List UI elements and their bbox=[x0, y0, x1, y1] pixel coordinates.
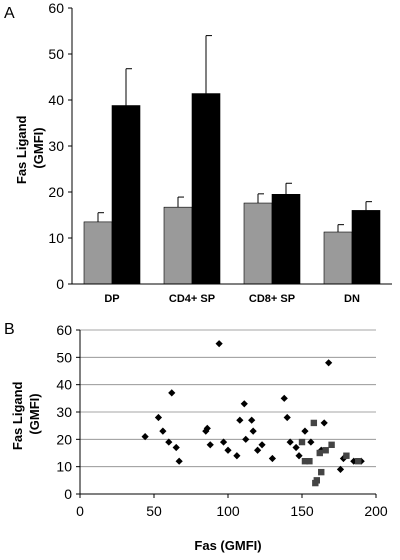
panel-b-point-diamond bbox=[236, 416, 244, 424]
panel-b-point-square bbox=[298, 438, 306, 446]
panel-a-bar bbox=[351, 210, 381, 285]
panel-a: A Fas Ligand (GMFI) 0 10 20 30 40 50 60 DP CD4+… bbox=[4, 0, 392, 305]
panel-b-point-square bbox=[301, 458, 309, 465]
panel-b-point-diamond bbox=[280, 394, 288, 402]
panel-a-ytick-label: 40 bbox=[48, 92, 64, 108]
panel-a-ylabel-line-2: (GMFI) bbox=[31, 127, 46, 168]
panel-a-ylabel-line-1: Fas Ligand bbox=[14, 115, 29, 184]
panel-b-point-diamond bbox=[320, 419, 328, 427]
panel-b-xtick-label: 100 bbox=[216, 503, 240, 519]
panel-a-ytick-label: 50 bbox=[48, 46, 64, 62]
panel-b-point-diamond bbox=[141, 433, 149, 441]
panel-b-point-diamond bbox=[268, 454, 276, 463]
panel-b-point-diamond bbox=[258, 441, 266, 449]
panel-b-point-diamond bbox=[248, 416, 256, 424]
panel-b-point-square bbox=[310, 419, 318, 427]
panel-b-point-diamond bbox=[325, 359, 333, 367]
panel-a-ytick-label: 30 bbox=[48, 138, 64, 154]
panel-b-xtick-label: 150 bbox=[290, 503, 314, 519]
panel-b-ylabel-line-1: Fas Ligand bbox=[10, 381, 25, 450]
panel-b-point-diamond bbox=[286, 438, 294, 446]
panel-b-xtick-label: 200 bbox=[364, 503, 388, 519]
panel-b: B Fas Ligand (GMFI) 0 10 20 30 40 50 60 0 50 100 1… bbox=[4, 321, 388, 553]
panel-b-point-diamond bbox=[240, 400, 248, 408]
panel-b-point-square bbox=[306, 458, 313, 465]
panel-b-point-diamond bbox=[242, 435, 250, 443]
panel-b-point-diamond bbox=[168, 389, 176, 397]
panel-b-point-square bbox=[316, 449, 323, 457]
panel-b-point-diamond bbox=[215, 340, 223, 348]
panel-b-point-diamond bbox=[233, 452, 241, 460]
panel-a-ytick-label: 60 bbox=[48, 0, 64, 16]
panel-b-point-square bbox=[328, 441, 335, 448]
panel-b-point-diamond bbox=[283, 413, 291, 422]
panel-b-point-diamond bbox=[295, 452, 303, 460]
panel-a-ytick-label: 20 bbox=[48, 184, 64, 200]
panel-b-point-diamond bbox=[336, 465, 345, 473]
panel-a-bar bbox=[323, 231, 353, 285]
panel-b-point-square bbox=[343, 452, 350, 459]
panel-b-ytick-label: 10 bbox=[56, 459, 72, 475]
panel-a-category-label: DN bbox=[344, 293, 360, 305]
panel-b-point-diamond bbox=[165, 438, 173, 446]
panel-b-point-diamond bbox=[224, 446, 232, 454]
panel-b-ylabel: Fas Ligand (GMFI) bbox=[10, 378, 42, 450]
panel-b-point-diamond bbox=[249, 427, 257, 435]
panel-b-point-square bbox=[355, 458, 362, 465]
panel-a-category-label: CD4+ SP bbox=[169, 293, 215, 305]
panel-a-category-label: DP bbox=[104, 293, 119, 305]
panel-b-ytick-label: 40 bbox=[56, 377, 72, 393]
panel-b-label: B bbox=[4, 321, 15, 338]
panel-a-ylabel: Fas Ligand (GMFI) bbox=[14, 112, 46, 184]
panel-b-point-square bbox=[318, 468, 325, 476]
panel-a-bar bbox=[111, 105, 141, 285]
panel-b-point-diamond bbox=[154, 413, 163, 422]
panel-b-point-diamond bbox=[175, 457, 183, 465]
panel-b-point-diamond bbox=[172, 443, 180, 452]
panel-b-point-diamond bbox=[301, 427, 309, 435]
panel-b-ylabel-line-2: (GMFI) bbox=[27, 393, 42, 434]
panel-a-ytick-label: 10 bbox=[48, 230, 64, 246]
panel-b-ytick-label: 0 bbox=[64, 486, 72, 502]
panel-b-ytick-label: 60 bbox=[56, 322, 72, 338]
panel-b-ytick-label: 50 bbox=[56, 349, 72, 365]
panel-b-xtick-label: 50 bbox=[146, 503, 162, 519]
panel-b-point-diamond bbox=[219, 438, 228, 446]
panel-b-point-diamond bbox=[350, 457, 358, 465]
panel-b-ytick-label: 30 bbox=[56, 404, 72, 420]
panel-b-point-diamond bbox=[254, 446, 262, 454]
panel-b-point-diamond bbox=[292, 443, 300, 452]
panel-b-point-diamond bbox=[159, 427, 167, 435]
panel-b-ytick-label: 20 bbox=[56, 431, 72, 447]
panel-a-label: A bbox=[4, 5, 15, 22]
panel-b-xlabel: Fas (GMFI) bbox=[194, 538, 261, 553]
panel-a-bar bbox=[271, 194, 301, 285]
panel-a-ytick-label: 0 bbox=[56, 276, 64, 292]
panel-b-point-diamond bbox=[307, 438, 315, 446]
panel-b-point-diamond bbox=[202, 427, 210, 435]
panel-b-xtick-label: 0 bbox=[76, 503, 84, 519]
panel-a-bar bbox=[163, 206, 193, 285]
panel-b-point-diamond bbox=[206, 441, 214, 449]
panel-b-point-square bbox=[313, 477, 320, 484]
panel-b-point-diamond bbox=[203, 424, 211, 432]
panel-a-bar bbox=[83, 221, 113, 285]
panel-a-bar bbox=[243, 202, 273, 285]
panel-a-bar bbox=[191, 93, 221, 285]
panel-b-point-square bbox=[322, 447, 329, 454]
panel-a-category-label: CD8+ SP bbox=[249, 293, 295, 305]
